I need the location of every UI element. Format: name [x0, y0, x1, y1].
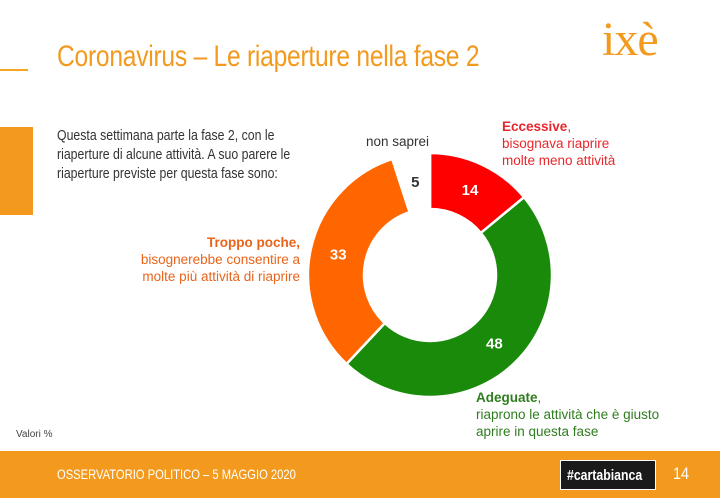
troppo-title: Troppo poche, — [207, 235, 300, 250]
adeguate-line3: aprire in questa fase — [476, 424, 599, 439]
legend-adeguate: Adeguate, riaprono le attività che è giu… — [476, 389, 659, 440]
adeguate-comma: , — [537, 390, 542, 405]
accent-bar — [0, 127, 33, 215]
legend-non-saprei: non saprei — [366, 134, 430, 149]
legend-troppo-poche: Troppo poche, bisognerebbe consentire a … — [141, 234, 300, 285]
donut-slice-non-saprei — [390, 151, 432, 214]
troppo-line3: molte più attività di riaprire — [142, 269, 300, 284]
donut-value-troppo-poche: 33 — [330, 246, 347, 263]
title-rule — [0, 69, 28, 71]
donut-slice-troppo-poche — [306, 157, 412, 366]
donut-value-non-saprei: 5 — [411, 174, 419, 191]
question-line: riaperture di alcune attività. A suo par… — [57, 146, 291, 163]
eccessive-line3: molte meno attività — [502, 153, 616, 168]
troppo-line2: bisognerebbe consentire a — [140, 252, 300, 267]
question-line: Questa settimana parte la fase 2, con le — [57, 127, 275, 144]
page-number: 14 — [673, 464, 690, 483]
question-text: Questa settimana parte la fase 2, con le… — [57, 126, 303, 183]
footer-text: OSSERVATORIO POLITICO – 5 MAGGIO 2020 — [57, 466, 296, 482]
badge-label: #cartabianca — [567, 467, 643, 484]
footer: OSSERVATORIO POLITICO – 5 MAGGIO 2020 #c… — [0, 451, 720, 498]
adeguate-title: Adeguate — [476, 390, 538, 405]
donut-value-adeguate: 48 — [486, 336, 503, 353]
eccessive-line2: bisognava riaprire — [502, 136, 610, 151]
eccessive-comma: , — [567, 119, 572, 134]
adeguate-line2: riaprono le attività che è giusto — [476, 407, 660, 422]
eccessive-title: Eccessive — [502, 119, 568, 134]
legend-eccessive: Eccessive, bisognava riaprire molte meno… — [502, 118, 615, 169]
cartabianca-badge: #cartabianca — [560, 460, 656, 490]
donut-value-labels: 14 48 33 5 — [330, 174, 503, 352]
donut-value-eccessive: 14 — [462, 182, 479, 199]
question-line: riaperture previste per questa fase sono… — [57, 165, 278, 182]
donut-slice-adeguate — [344, 195, 554, 399]
unit-note: Valori % — [16, 429, 53, 440]
ixe-logo: ixè — [602, 13, 659, 66]
page-title: Coronavirus – Le riaperture nella fase 2 — [57, 40, 480, 73]
donut-slices — [306, 151, 554, 399]
